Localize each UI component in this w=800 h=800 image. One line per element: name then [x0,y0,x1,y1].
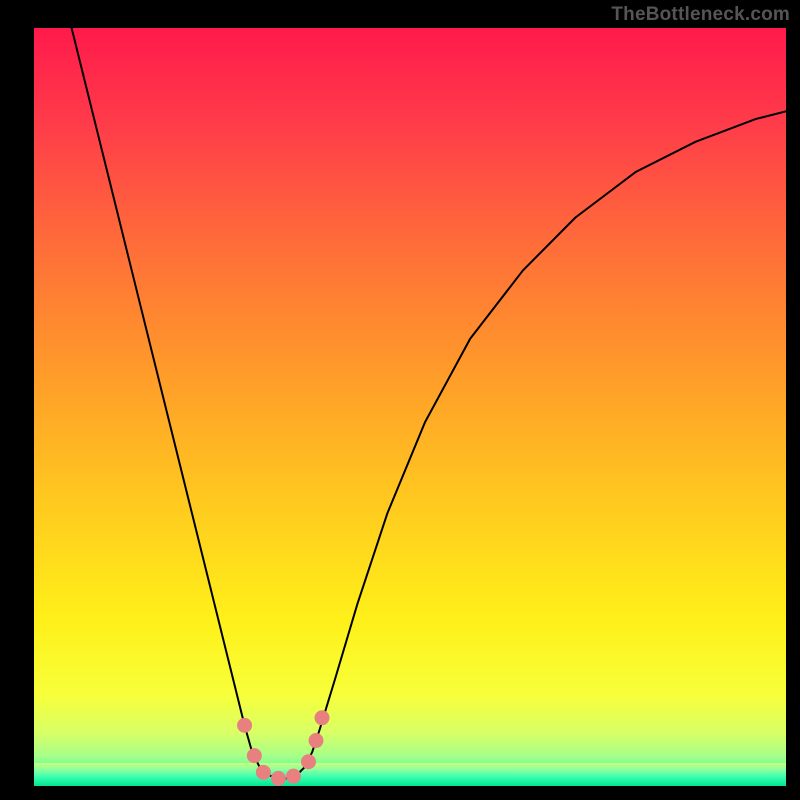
watermark-text: TheBottleneck.com [611,4,790,26]
curve-layer [34,28,786,786]
plot-area [34,28,786,786]
outer-black-frame: TheBottleneck.com [0,0,800,800]
marker-point [271,771,285,785]
bottleneck-curve [72,28,786,778]
marker-point [315,711,329,725]
marker-point [247,749,261,763]
marker-point [309,734,323,748]
marker-point [256,765,270,779]
marker-point [301,755,315,769]
marker-point [238,718,252,732]
marker-point [286,769,300,783]
